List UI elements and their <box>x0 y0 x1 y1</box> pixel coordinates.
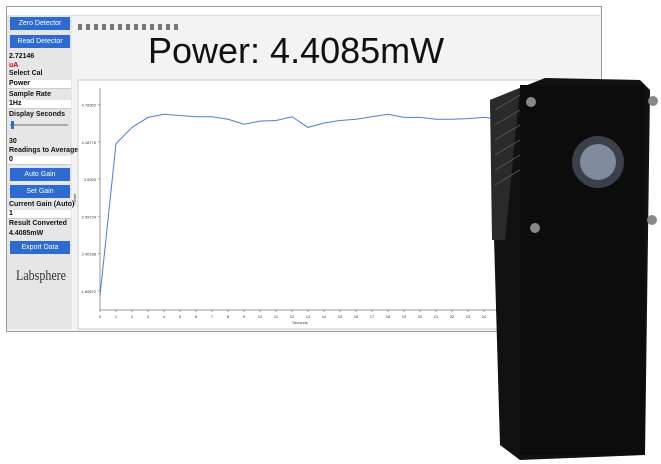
y-tick-label: 1.80672 <box>82 289 97 294</box>
y-tick-label: 4.78302 <box>82 103 97 108</box>
x-tick-label: 20 <box>418 314 423 319</box>
detector-photo <box>490 78 658 460</box>
x-tick-label: 16 <box>354 314 359 319</box>
y-tick-label: 4.18776 <box>82 140 97 145</box>
y-tick-label: 2.99724 <box>82 214 97 219</box>
chart: 1.80672 2.40198 2.99724 3.5925 4.18776 4.7830… <box>0 0 661 464</box>
x-tick-label: 21 <box>434 314 439 319</box>
y-tick-label: 2.40198 <box>82 252 97 257</box>
y-tick-label: 3.5925 <box>84 177 97 182</box>
x-tick-label: 23 <box>466 314 471 319</box>
x-tick-label: 13 <box>306 314 311 319</box>
x-tick-label: 17 <box>370 314 375 319</box>
x-tick-label: 18 <box>386 314 391 319</box>
x-axis-label: Seconds <box>292 320 308 325</box>
x-tick-label: 24 <box>482 314 487 319</box>
y-axis-label: Power <box>72 193 77 205</box>
x-tick-label: 14 <box>322 314 327 319</box>
x-tick-label: 19 <box>402 314 407 319</box>
x-tick-label: 22 <box>450 314 455 319</box>
x-tick-label: 10 <box>258 314 263 319</box>
x-tick-label: 12 <box>290 314 295 319</box>
x-tick-label: 15 <box>338 314 343 319</box>
page: Zero Detector Read Detector 2.72146 uA S… <box>0 0 661 464</box>
